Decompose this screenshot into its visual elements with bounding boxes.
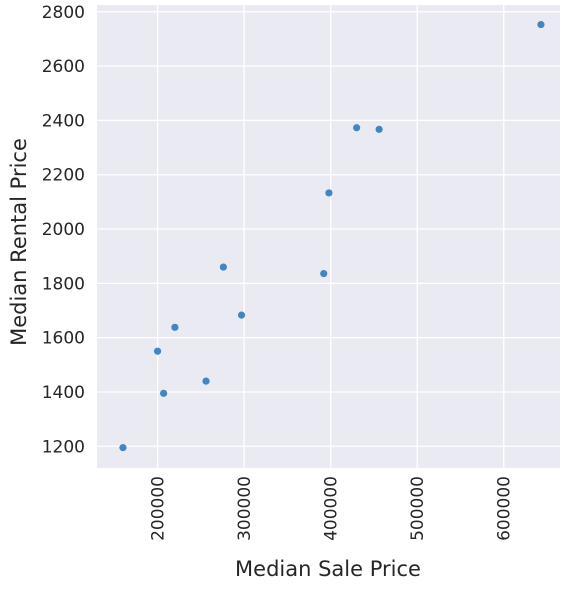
y-tick-label: 2800 <box>42 3 85 23</box>
data-point <box>219 263 227 271</box>
data-point <box>202 377 210 385</box>
x-tick-label: 600000 <box>495 476 515 541</box>
x-tick-label: 400000 <box>322 476 342 541</box>
x-axis-label: Median Sale Price <box>235 557 421 581</box>
y-tick-labels: 1200 1400 1600 1800 2000 2200 2400 2600 2800 <box>42 3 85 457</box>
y-tick-label: 1400 <box>42 383 85 403</box>
plot-background <box>97 5 560 468</box>
data-point <box>119 444 127 452</box>
x-tick-label: 300000 <box>235 476 255 541</box>
data-point <box>160 389 168 397</box>
data-point <box>237 311 246 319</box>
y-tick-label: 2200 <box>42 166 85 186</box>
data-point <box>353 124 361 132</box>
x-tick-label: 500000 <box>408 476 428 541</box>
grid-lines <box>97 5 560 468</box>
x-tick-label: 200000 <box>149 476 169 541</box>
data-point <box>320 269 328 278</box>
data-point <box>325 189 333 197</box>
data-point <box>375 125 383 133</box>
y-tick-label: 2400 <box>42 111 85 131</box>
y-tick-label: 1200 <box>42 437 85 457</box>
data-points <box>119 20 545 452</box>
y-tick-label: 2000 <box>42 220 85 240</box>
y-tick-label: 2600 <box>42 57 85 77</box>
y-axis-label: Median Rental Price <box>7 138 31 346</box>
x-tick-labels: 200000 300000 400000 500000 600000 <box>149 476 515 541</box>
data-point <box>537 20 545 29</box>
data-point <box>153 347 162 355</box>
y-tick-label: 1600 <box>42 329 85 349</box>
y-tick-label: 1800 <box>42 274 85 294</box>
data-point <box>171 323 179 331</box>
